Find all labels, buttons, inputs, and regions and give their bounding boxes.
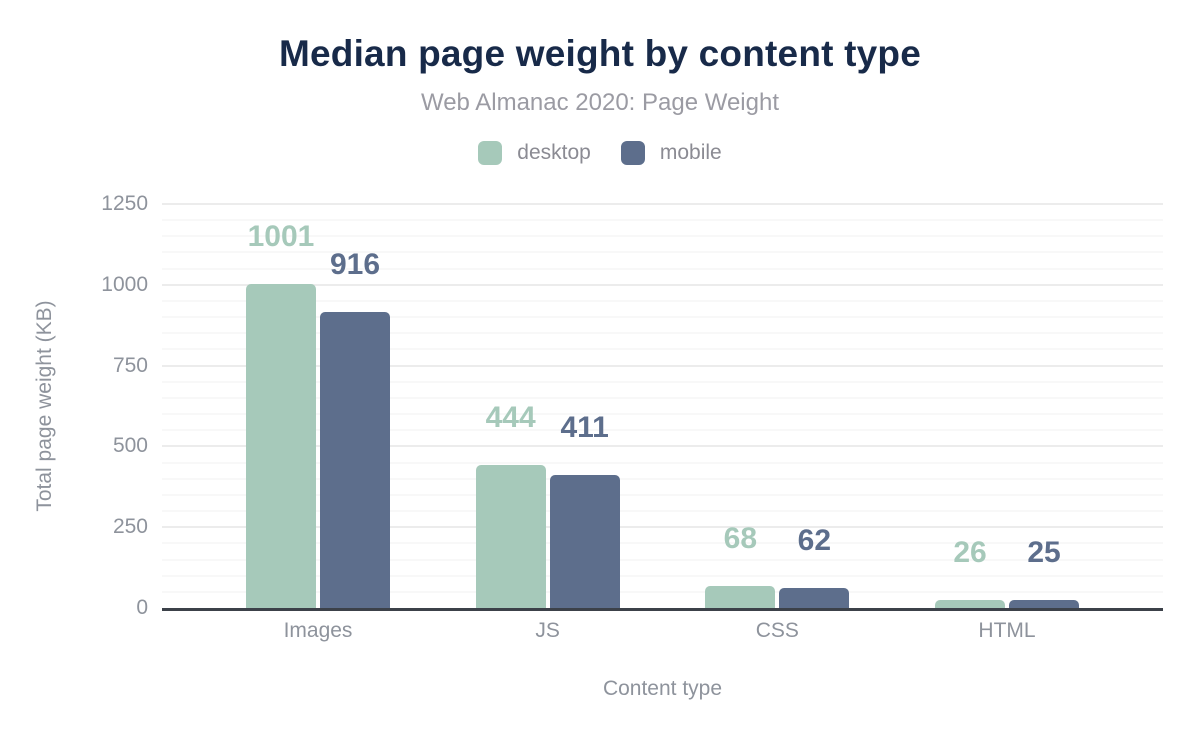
x-tick-label-images: Images: [283, 619, 353, 642]
y-gridline-minor: [162, 542, 1163, 545]
y-tick-label: 500: [112, 434, 148, 458]
y-gridline-minor: [162, 510, 1163, 513]
y-gridline-minor: [162, 396, 1163, 399]
y-gridline-major: [162, 203, 1163, 205]
legend-label-mobile: mobile: [659, 141, 722, 164]
plot-area: 1001 916 444 411 68 62 26 25: [162, 203, 1163, 611]
legend-item-mobile: mobile: [620, 141, 722, 165]
y-gridline-minor: [162, 590, 1163, 593]
y-gridline-minor: [162, 574, 1163, 577]
chart-subtitle: Web Almanac 2020: Page Weight: [420, 89, 779, 116]
bar-value-desktop-images: 1001: [247, 220, 315, 254]
y-tick-label: 750: [112, 353, 148, 377]
y-gridline-major: [162, 283, 1163, 286]
legend-label-desktop: desktop: [517, 141, 591, 164]
y-tick-label: 250: [112, 515, 148, 539]
bar-desktop-html: [935, 599, 1005, 608]
y-gridline-minor: [162, 429, 1163, 432]
bar-value-mobile-css: 62: [797, 523, 832, 557]
bar-mobile-css: [779, 587, 850, 608]
x-tick-label-html: HTML: [978, 619, 1036, 642]
bar-value-mobile-images: 916: [329, 247, 381, 281]
bar-value-desktop-css: 68: [723, 522, 758, 556]
bar-mobile-js: [549, 475, 620, 608]
bar-mobile-images: [320, 311, 390, 608]
bar-desktop-css: [705, 586, 776, 608]
y-gridline-minor: [162, 413, 1163, 416]
y-gridline-minor: [162, 558, 1163, 561]
bar-value-mobile-html: 25: [1027, 535, 1061, 569]
y-tick-label: 1000: [101, 272, 148, 296]
y-gridline-minor: [162, 477, 1163, 480]
y-tick-label: 0: [136, 596, 148, 619]
y-gridline-minor: [162, 219, 1163, 222]
chart-title: Median page weight by content type: [278, 33, 922, 74]
legend: desktop mobile: [0, 141, 1200, 165]
y-gridline-minor: [162, 299, 1163, 302]
y-gridline-major: [162, 526, 1163, 529]
x-tick-label-js: JS: [535, 619, 560, 642]
bar-value-desktop-html: 26: [953, 535, 987, 569]
y-gridline-minor: [162, 267, 1163, 270]
y-gridline-minor: [162, 251, 1163, 254]
legend-swatch-desktop: [478, 141, 503, 165]
bar-desktop-images: [246, 284, 316, 608]
y-gridline-minor: [162, 316, 1163, 319]
y-gridline-minor: [162, 348, 1163, 351]
legend-swatch-mobile: [620, 141, 645, 165]
x-tick-label-css: CSS: [755, 619, 799, 642]
y-gridline-minor: [162, 332, 1163, 335]
y-gridline-major: [162, 445, 1163, 448]
y-gridline-minor: [162, 493, 1163, 496]
y-axis-title: Total page weight (KB): [33, 300, 56, 512]
y-gridline-major: [162, 364, 1163, 367]
y-gridline-minor: [162, 380, 1163, 383]
y-tick-label: 1250: [101, 192, 148, 215]
bar-desktop-js: [475, 464, 546, 608]
bar-mobile-html: [1009, 599, 1079, 608]
legend-item-desktop: desktop: [478, 141, 591, 165]
x-axis-title: Content type: [602, 677, 723, 700]
y-gridline-minor: [162, 235, 1163, 238]
y-gridline-minor: [162, 461, 1163, 464]
bar-value-mobile-js: 411: [560, 411, 609, 445]
bar-value-desktop-js: 444: [485, 400, 536, 434]
